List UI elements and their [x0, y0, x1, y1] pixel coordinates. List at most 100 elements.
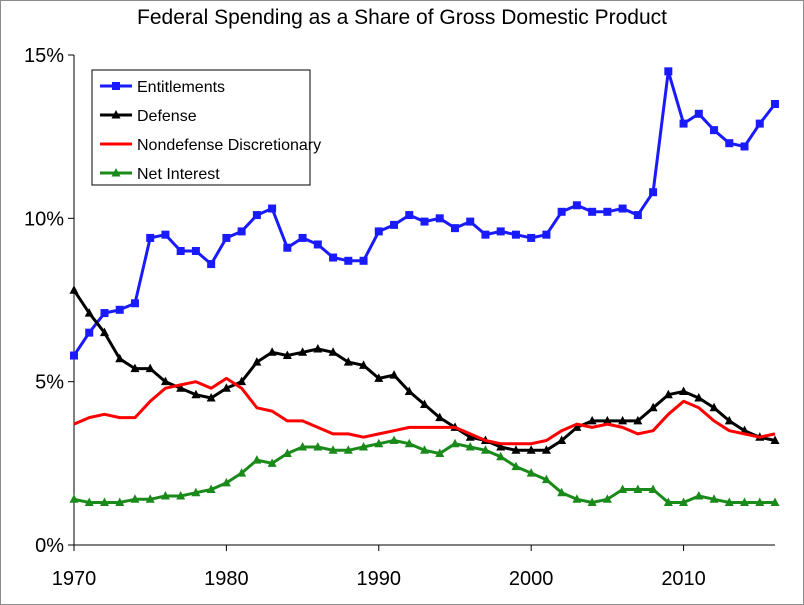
- data-point: [664, 67, 673, 76]
- chart-title: Federal Spending as a Share of Gross Dom…: [137, 6, 667, 29]
- data-point: [618, 484, 628, 493]
- data-point: [755, 497, 765, 507]
- data-point: [298, 347, 308, 356]
- data-point: [572, 422, 582, 431]
- data-point: [694, 393, 704, 402]
- data-point: [206, 484, 216, 493]
- data-point: [557, 207, 566, 216]
- legend-label: Net Interest: [137, 166, 220, 183]
- data-point: [435, 412, 445, 422]
- data-point: [679, 119, 688, 128]
- data-point: [343, 445, 353, 454]
- data-point: [709, 494, 719, 503]
- data-point: [191, 389, 201, 399]
- data-point: [374, 227, 383, 236]
- data-point: [511, 445, 521, 454]
- data-point: [115, 305, 124, 314]
- data-point: [648, 484, 658, 493]
- data-point: [313, 442, 323, 451]
- data-point: [191, 487, 201, 497]
- data-point: [420, 399, 429, 409]
- data-point: [633, 484, 643, 493]
- data-point: [268, 204, 277, 213]
- data-point: [405, 211, 414, 220]
- legend-marker: [111, 168, 121, 177]
- data-point: [771, 100, 779, 108]
- data-point: [466, 217, 475, 226]
- series-net-interest: [69, 435, 780, 507]
- data-point: [267, 347, 277, 356]
- data-point: [633, 415, 643, 425]
- data-point: [694, 109, 703, 118]
- data-point: [389, 435, 399, 444]
- data-point: [481, 230, 490, 239]
- data-point: [557, 435, 567, 444]
- data-point: [69, 494, 79, 503]
- data-point: [84, 497, 94, 507]
- data-point: [145, 494, 155, 503]
- series-line-nondefense-discretionary: [73, 376, 776, 446]
- data-point: [207, 260, 216, 269]
- data-point: [649, 188, 658, 197]
- data-point: [404, 438, 414, 448]
- data-point: [527, 233, 536, 242]
- data-point: [329, 253, 338, 262]
- data-point: [450, 224, 459, 233]
- data-point: [298, 442, 308, 451]
- data-point: [130, 363, 140, 373]
- data-point: [176, 247, 185, 255]
- data-point: [191, 247, 200, 255]
- data-point: [344, 256, 353, 265]
- data-point: [755, 119, 764, 128]
- data-point: [328, 445, 338, 454]
- data-point: [374, 438, 384, 448]
- data-point: [663, 497, 673, 507]
- data-point: [359, 360, 369, 369]
- data-point: [602, 415, 612, 425]
- data-point: [99, 497, 109, 507]
- data-point: [572, 201, 581, 210]
- data-point: [663, 389, 673, 399]
- data-point: [496, 451, 506, 461]
- data-point: [526, 445, 536, 454]
- data-point: [221, 477, 231, 487]
- y-tick-label: 10%: [24, 208, 64, 230]
- y-tick-label: 5%: [35, 372, 64, 394]
- data-point: [740, 142, 749, 151]
- data-point: [221, 383, 231, 392]
- data-point: [237, 468, 247, 477]
- data-point: [206, 393, 216, 402]
- data-point: [526, 468, 536, 477]
- data-point: [420, 217, 429, 226]
- data-point: [146, 233, 155, 242]
- data-point: [633, 211, 642, 220]
- data-point: [298, 233, 307, 242]
- data-point: [679, 386, 689, 395]
- data-point: [389, 370, 399, 379]
- x-tick-label: 1980: [204, 568, 249, 590]
- data-point: [572, 494, 582, 503]
- data-point: [679, 497, 689, 507]
- data-point: [694, 491, 704, 500]
- legend-item-net-interest: Net Interest: [100, 166, 220, 183]
- data-point: [313, 240, 322, 249]
- data-point: [648, 402, 658, 412]
- data-point: [115, 353, 125, 363]
- data-point: [618, 204, 627, 213]
- data-point: [541, 474, 551, 484]
- data-point: [465, 442, 475, 451]
- data-point: [542, 230, 551, 239]
- x-tick-label: 1990: [357, 568, 402, 590]
- data-point: [267, 458, 277, 467]
- data-point: [130, 494, 140, 503]
- data-point: [588, 207, 597, 216]
- data-point: [541, 445, 551, 454]
- data-point: [710, 126, 719, 135]
- data-point: [511, 461, 521, 471]
- legend-item-nondefense-discretionary: Nondefense Discretionary: [100, 137, 321, 154]
- legend: Entitlements Defense Nondefense Discretion…: [91, 69, 321, 186]
- series-entitlements: [70, 67, 779, 360]
- series-layer: [69, 67, 780, 507]
- data-point: [587, 415, 597, 425]
